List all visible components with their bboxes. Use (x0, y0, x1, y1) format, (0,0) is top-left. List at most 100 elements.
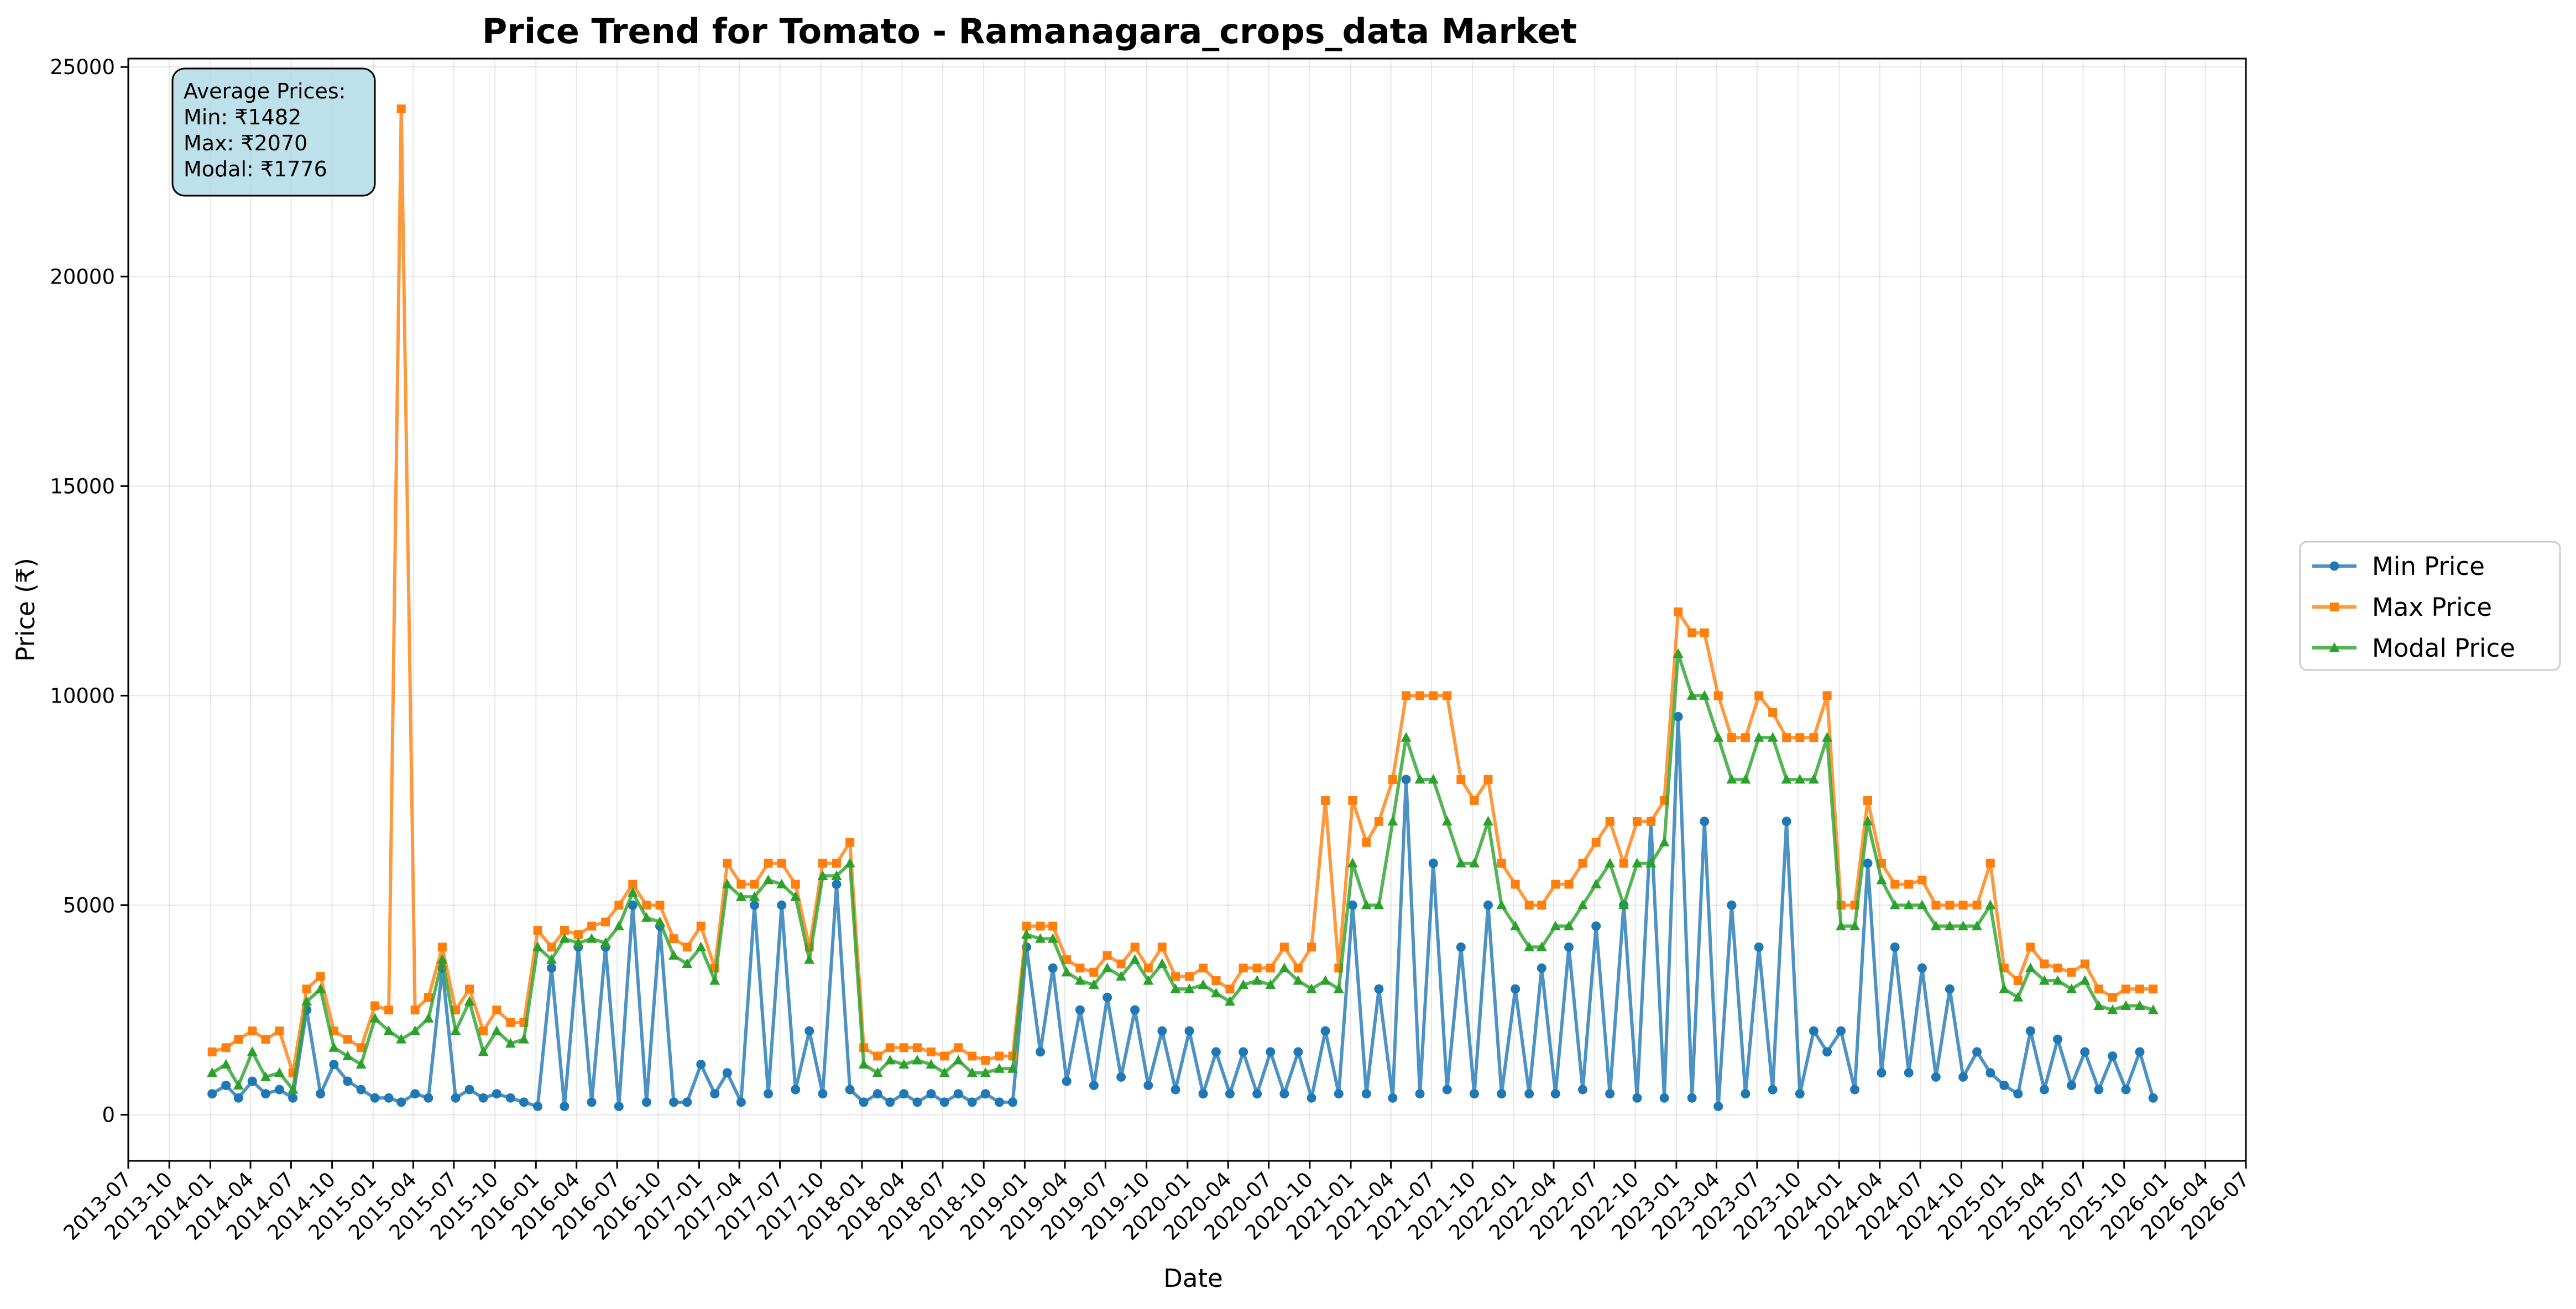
data-point-min-price (1877, 1068, 1887, 1078)
legend-frame (2299, 541, 2561, 671)
series-modal-price (207, 648, 2159, 1094)
data-point-max-price (1931, 900, 1941, 910)
data-point-modal-price (763, 875, 774, 884)
data-point-min-price (356, 1085, 366, 1095)
data-point-min-price (1089, 1081, 1099, 1091)
data-point-modal-price (1469, 857, 1480, 868)
data-point-max-price (2135, 985, 2145, 994)
data-point-min-price (1850, 1085, 1860, 1095)
data-point-modal-price (1184, 983, 1195, 993)
data-point-min-price (832, 879, 842, 889)
data-point-modal-price (1740, 774, 1751, 784)
data-point-max-price (750, 879, 759, 889)
data-point-modal-price (1605, 857, 1616, 868)
data-point-min-price (804, 1026, 814, 1036)
data-point-max-price (2053, 964, 2062, 973)
data-point-max-price (587, 921, 597, 931)
data-point-max-price (1470, 795, 1479, 805)
data-point-min-price (221, 1081, 231, 1091)
data-point-modal-price (1496, 899, 1507, 910)
data-point-modal-price (1482, 815, 1493, 826)
data-point-modal-price (559, 933, 570, 943)
data-point-max-price (1266, 964, 1275, 973)
data-point-modal-price (2052, 975, 2063, 985)
data-point-min-price (505, 1093, 515, 1103)
data-point-modal-price (1645, 857, 1657, 868)
data-point-max-price (1157, 943, 1167, 952)
data-point-modal-price (1822, 732, 1833, 742)
data-point-max-price (723, 858, 732, 868)
series-line-max-price (211, 107, 2154, 1075)
data-point-min-price (764, 1089, 774, 1099)
data-point-max-price (1429, 691, 1438, 700)
legend-label-min-price: Min Price (2372, 552, 2485, 581)
data-point-modal-price (709, 975, 720, 985)
data-point-modal-price (872, 1067, 883, 1077)
data-point-max-price (1741, 733, 1750, 742)
data-point-min-price (1442, 1085, 1452, 1095)
data-point-max-price (1551, 879, 1560, 889)
data-point-modal-price (233, 1080, 244, 1090)
data-point-modal-price (926, 1059, 937, 1069)
data-point-max-price (1062, 955, 1072, 965)
data-point-max-price (1048, 921, 1058, 931)
data-point-min-price (2135, 1047, 2145, 1057)
data-point-modal-price (247, 1046, 258, 1056)
data-point-min-price (1008, 1097, 1018, 1107)
chart-title: Price Trend for Tomato - Ramanagara_crop… (482, 11, 1577, 51)
data-point-min-price (1497, 1089, 1507, 1099)
data-point-max-price (954, 1043, 963, 1053)
data-point-max-price (560, 926, 569, 935)
data-point-modal-price (1985, 899, 1996, 910)
data-point-max-price (1768, 708, 1778, 717)
data-point-modal-price (1047, 933, 1058, 943)
data-point-max-price (845, 837, 855, 847)
data-point-modal-price (1170, 983, 1181, 993)
data-point-max-price (899, 1043, 908, 1053)
data-point-modal-price (410, 1025, 421, 1035)
data-point-modal-price (641, 912, 652, 922)
data-point-min-price (1361, 1089, 1371, 1099)
data-point-modal-price (301, 996, 312, 1006)
data-point-modal-price (682, 958, 693, 968)
data-point-modal-price (207, 1067, 218, 1077)
data-point-min-price (939, 1097, 949, 1107)
data-point-modal-price (1102, 962, 1113, 972)
data-point-max-price (818, 858, 827, 868)
data-point-modal-price (1265, 979, 1276, 989)
data-point-modal-price (966, 1067, 978, 1077)
data-point-max-price (492, 1006, 501, 1015)
data-point-min-price (912, 1097, 922, 1107)
data-point-min-price (818, 1089, 828, 1099)
data-point-max-price (316, 972, 325, 981)
data-point-min-price (1659, 1093, 1669, 1103)
data-point-min-price (614, 1101, 624, 1111)
data-point-min-price (1890, 942, 1900, 952)
data-point-min-price (1401, 774, 1411, 784)
data-point-modal-price (1130, 954, 1141, 964)
legend-marker-max-price (2330, 603, 2339, 611)
data-point-max-price (410, 1006, 420, 1015)
data-point-max-price (1171, 972, 1180, 981)
data-point-min-price (1293, 1047, 1303, 1057)
data-point-min-price (1374, 984, 1384, 994)
data-point-max-price (912, 1043, 922, 1053)
data-point-max-price (1958, 900, 1968, 910)
data-point-max-price (2040, 959, 2049, 968)
data-point-modal-price (1074, 975, 1085, 985)
data-point-modal-price (858, 1059, 869, 1069)
data-point-modal-price (2120, 1000, 2131, 1010)
data-point-min-price (1102, 992, 1112, 1002)
data-point-max-price (234, 1035, 243, 1044)
data-point-max-price (424, 993, 433, 1002)
data-point-min-price (1713, 1101, 1723, 1111)
data-point-modal-price (912, 1055, 923, 1065)
data-point-min-price (384, 1093, 394, 1103)
data-point-max-price (2067, 967, 2076, 977)
data-point-modal-price (1224, 996, 1235, 1006)
data-point-min-price (1252, 1089, 1262, 1099)
data-point-modal-price (573, 937, 584, 947)
data-point-max-price (2094, 985, 2103, 994)
data-point-min-price (1741, 1089, 1751, 1099)
data-point-min-price (2094, 1085, 2104, 1095)
